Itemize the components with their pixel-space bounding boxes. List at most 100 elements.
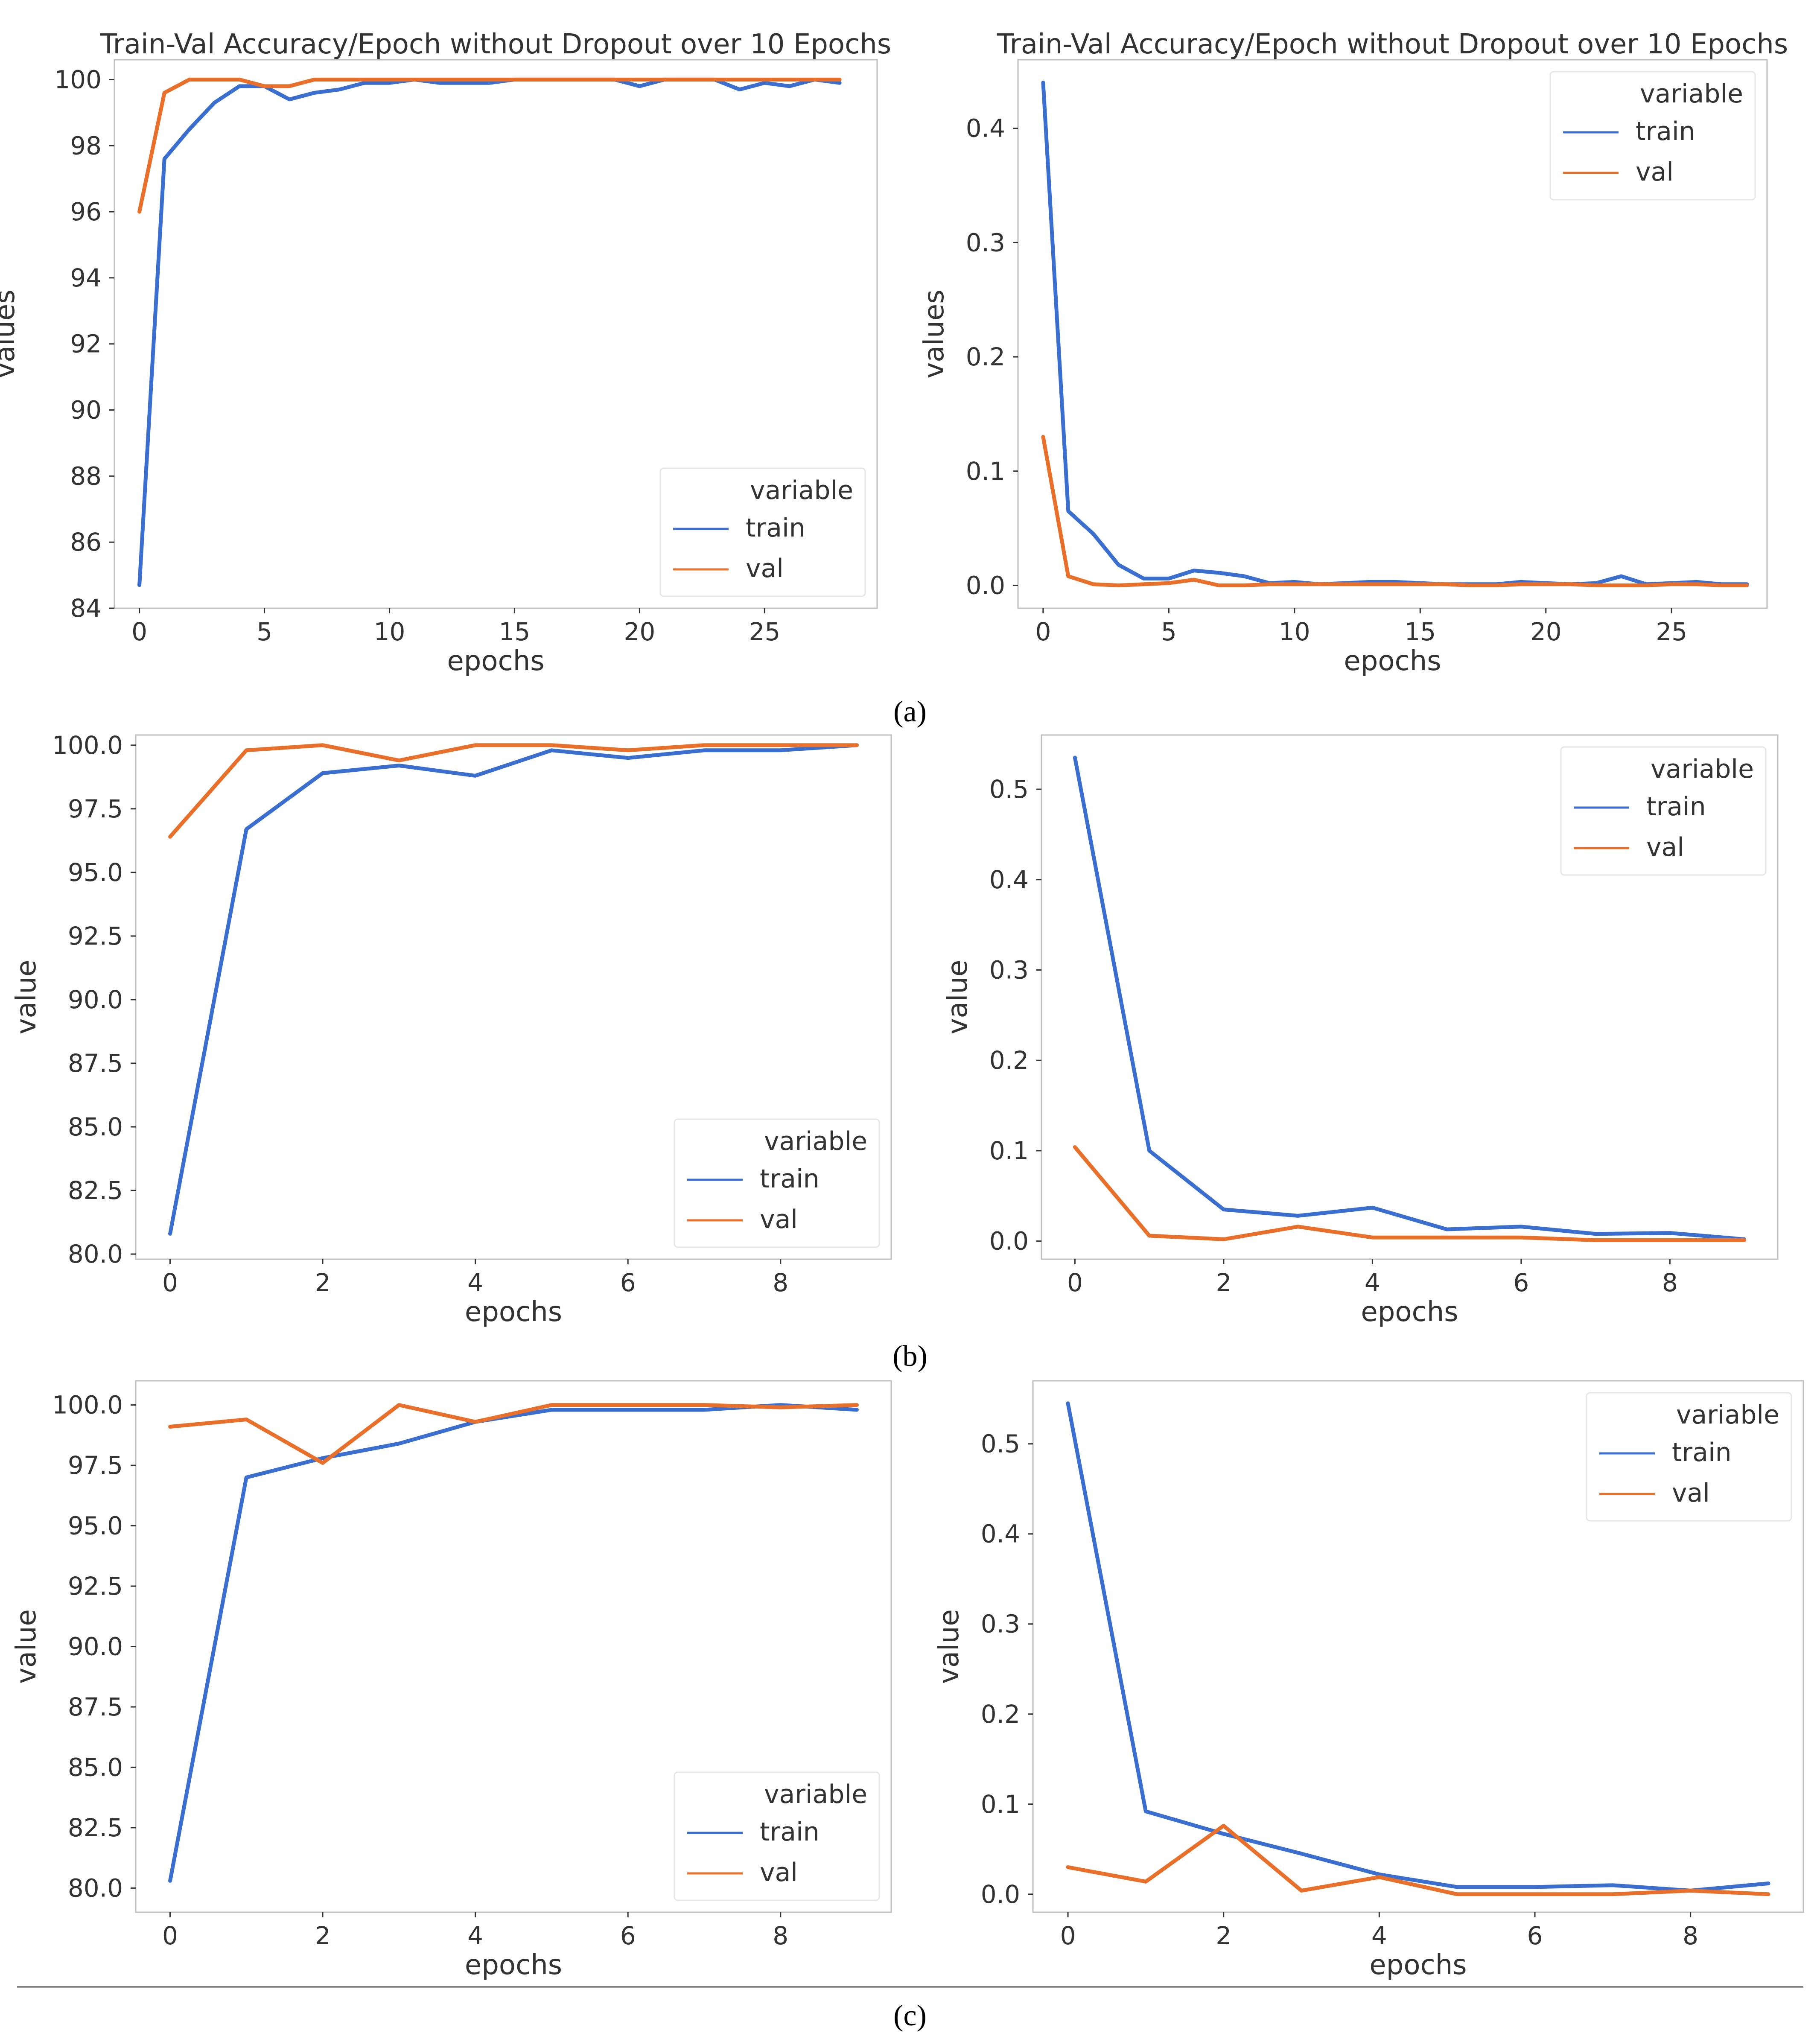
y-tick-label: 0.0 bbox=[966, 571, 1005, 600]
x-tick-label: 5 bbox=[1161, 617, 1177, 646]
legend-title: variable bbox=[1651, 754, 1754, 784]
y-tick-label: 95.0 bbox=[68, 858, 123, 887]
y-tick-label: 88 bbox=[70, 461, 102, 490]
legend-label-val: val bbox=[760, 1858, 798, 1887]
chart-title: Train-Val Accuracy/Epoch without Dropout… bbox=[997, 29, 1788, 60]
legend-title: variable bbox=[764, 1126, 867, 1156]
series-line-val bbox=[137, 77, 842, 214]
x-axis-label: epochs bbox=[447, 645, 544, 677]
legend-label-train: train bbox=[1636, 117, 1695, 146]
caption-b: (b) bbox=[892, 1340, 928, 1373]
legend-title: variable bbox=[1676, 1400, 1779, 1430]
chart-panel-4: 0 2 4 6 8 80.0 82.5 85.0 87.5 90.0 92.5 95.0 97.5 100… bbox=[11, 1380, 892, 1981]
y-axis-label: values bbox=[919, 289, 950, 378]
x-tick-label: 4 bbox=[467, 1268, 483, 1297]
x-tick-label: 8 bbox=[773, 1268, 788, 1297]
x-tick-label: 25 bbox=[1656, 617, 1687, 646]
series-line-val bbox=[168, 1403, 859, 1465]
x-tick-label: 4 bbox=[467, 1921, 483, 1950]
y-axis-label: values bbox=[0, 289, 21, 378]
series-line-train bbox=[1073, 756, 1747, 1241]
x-tick-label: 2 bbox=[315, 1921, 331, 1950]
x-tick-label: 25 bbox=[749, 617, 780, 646]
y-tick-label: 87.5 bbox=[68, 1049, 123, 1078]
y-tick-label: 0.2 bbox=[966, 342, 1005, 371]
y-tick-label: 0.1 bbox=[981, 1790, 1020, 1819]
x-tick-label: 0 bbox=[162, 1268, 178, 1297]
y-tick-label: 100.0 bbox=[52, 731, 123, 760]
x-tick-label: 0 bbox=[1035, 617, 1051, 646]
x-tick-label: 6 bbox=[1527, 1921, 1543, 1950]
y-tick-label: 82.5 bbox=[68, 1813, 123, 1842]
x-tick-label: 2 bbox=[1216, 1268, 1231, 1297]
legend-label-train: train bbox=[760, 1817, 820, 1847]
legend-label-val: val bbox=[1636, 157, 1674, 187]
y-tick-label: 0.5 bbox=[989, 775, 1029, 804]
chart-panel-3: 0 2 4 6 8 0.0 0.1 0.2 0.3 0.4 0.5 epochs value variab… bbox=[942, 734, 1779, 1328]
x-tick-label: 6 bbox=[1513, 1268, 1529, 1297]
panels: Train-Val Accuracy/Epoch without Dropout… bbox=[0, 29, 1804, 1981]
x-tick-label: 15 bbox=[1404, 617, 1436, 646]
x-tick-label: 2 bbox=[315, 1268, 331, 1297]
y-tick-label: 82.5 bbox=[68, 1176, 123, 1205]
y-tick-label: 95.0 bbox=[68, 1511, 123, 1540]
caption-c: (c) bbox=[893, 1999, 927, 2032]
y-tick-label: 0.0 bbox=[981, 1880, 1020, 1909]
legend-label-train: train bbox=[1672, 1438, 1732, 1467]
y-axis-label: value bbox=[933, 1609, 965, 1684]
legend-box bbox=[1586, 1392, 1792, 1522]
legend-label-val: val bbox=[746, 554, 784, 583]
series-line-val bbox=[168, 743, 859, 839]
legend-title: variable bbox=[750, 475, 853, 505]
legend-title: variable bbox=[1640, 79, 1743, 109]
legend-box bbox=[674, 1118, 880, 1248]
y-tick-label: 92 bbox=[70, 330, 102, 359]
y-tick-label: 92.5 bbox=[68, 922, 123, 951]
series-line-val bbox=[1066, 1823, 1770, 1896]
chart-panel-5: 0 2 4 6 8 0.0 0.1 0.2 0.3 0.4 0.5 epochs value variab… bbox=[933, 1380, 1804, 1981]
x-tick-label: 0 bbox=[162, 1921, 178, 1950]
x-axis-label: epochs bbox=[465, 1296, 562, 1328]
legend-label-train: train bbox=[760, 1164, 820, 1194]
y-tick-label: 92.5 bbox=[68, 1572, 123, 1601]
x-tick-label: 15 bbox=[499, 617, 531, 646]
legend-box bbox=[1549, 71, 1756, 201]
legend: variable train val bbox=[674, 1118, 880, 1248]
y-tick-label: 85.0 bbox=[68, 1753, 123, 1782]
y-tick-label: 0.4 bbox=[966, 114, 1005, 143]
x-axis-label: epochs bbox=[1369, 1949, 1467, 1981]
legend-label-val: val bbox=[1646, 832, 1684, 862]
x-tick-label: 6 bbox=[620, 1268, 636, 1297]
x-tick-label: 8 bbox=[1683, 1921, 1698, 1950]
x-tick-label: 5 bbox=[257, 617, 272, 646]
y-axis-label: value bbox=[11, 960, 42, 1035]
legend: variable train val bbox=[1560, 746, 1767, 876]
y-tick-label: 87.5 bbox=[68, 1692, 123, 1721]
legend: variable train val bbox=[1586, 1392, 1792, 1522]
legend-label-val: val bbox=[760, 1205, 798, 1234]
chart-panel-0: Train-Val Accuracy/Epoch without Dropout… bbox=[0, 29, 891, 677]
y-tick-label: 84 bbox=[70, 594, 102, 623]
legend-label-train: train bbox=[746, 513, 805, 543]
legend-box bbox=[659, 467, 866, 597]
x-tick-label: 0 bbox=[1067, 1268, 1083, 1297]
chart-title: Train-Val Accuracy/Epoch without Dropout… bbox=[100, 29, 891, 60]
y-tick-label: 0.4 bbox=[981, 1520, 1020, 1549]
chart-panel-2: 0 2 4 6 8 80.0 82.5 85.0 87.5 90.0 92.5 95.0 97.5 100… bbox=[11, 731, 892, 1328]
y-tick-label: 97.5 bbox=[68, 1451, 123, 1480]
y-tick-label: 90.0 bbox=[68, 1632, 123, 1661]
x-tick-label: 20 bbox=[1530, 617, 1562, 646]
legend: variable train val bbox=[1549, 71, 1756, 201]
series-line-train bbox=[1041, 81, 1749, 586]
x-tick-label: 4 bbox=[1365, 1268, 1380, 1297]
y-tick-label: 90 bbox=[70, 396, 102, 425]
x-tick-label: 6 bbox=[620, 1921, 636, 1950]
y-tick-label: 80.0 bbox=[68, 1240, 123, 1269]
y-tick-label: 96 bbox=[70, 197, 102, 226]
y-tick-label: 0.1 bbox=[989, 1136, 1029, 1165]
x-tick-label: 8 bbox=[773, 1921, 788, 1950]
y-tick-label: 86 bbox=[70, 528, 102, 557]
x-tick-label: 0 bbox=[1060, 1921, 1076, 1950]
series-line-train bbox=[1066, 1401, 1770, 1893]
